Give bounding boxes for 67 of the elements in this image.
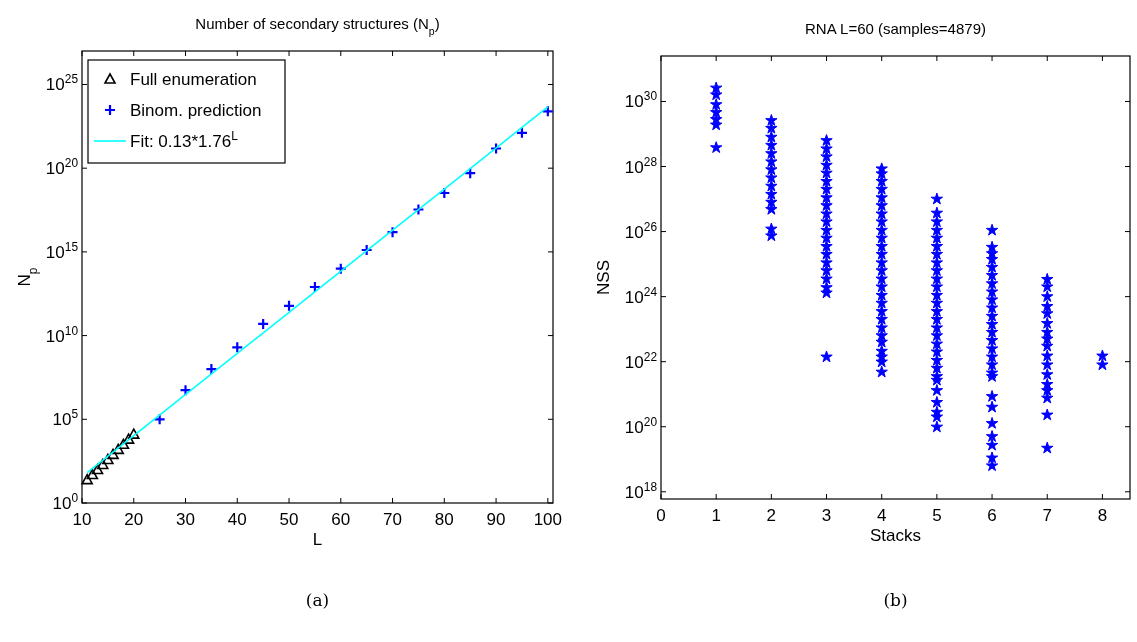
point — [81, 473, 93, 485]
x-tick-label: 50 — [279, 510, 299, 529]
x-tick-label: 30 — [176, 510, 195, 529]
legend-label: Fit: 0.13*1.76$^{L}$ — [130, 129, 239, 151]
point — [334, 262, 347, 275]
x-tick-label: 0 — [656, 506, 666, 525]
y-tick-label: 10$^{24}$ — [624, 284, 658, 307]
x-tick-label: 5 — [932, 506, 942, 525]
x-tick-label: 3 — [821, 506, 832, 525]
x-tick-label: 1 — [711, 506, 721, 525]
point — [107, 448, 119, 460]
point — [438, 186, 451, 200]
point — [91, 463, 104, 475]
x-tick-label: 60 — [331, 510, 351, 529]
point — [360, 243, 373, 257]
point — [541, 105, 554, 118]
point — [515, 126, 529, 139]
y-tick-label: 10$^{0}$ — [52, 491, 79, 513]
point — [117, 438, 130, 450]
chart-title: Number of secondary structures (N$_{p}$) — [195, 15, 440, 37]
x-tick-label: 4 — [876, 506, 887, 525]
y-tick-label: 10$^{10}$ — [45, 323, 79, 346]
point — [122, 433, 135, 444]
x-tick-label: 100 — [533, 510, 563, 529]
point — [205, 362, 218, 376]
y-tick-label: 10$^{30}$ — [624, 89, 658, 112]
point — [464, 167, 477, 180]
point — [282, 299, 296, 312]
y-tick-label: 10$^{25}$ — [45, 72, 79, 95]
y-tick-label: 10$^{20}$ — [45, 156, 79, 179]
point — [112, 443, 125, 455]
x-tick-label: 80 — [434, 510, 454, 529]
point — [179, 384, 192, 397]
x-tick-label: 10 — [72, 510, 92, 529]
point — [386, 226, 399, 239]
x-tick-label: 70 — [383, 510, 403, 529]
y-tick-label: 10$^{18}$ — [624, 479, 658, 502]
legend-label: Full enumeration — [130, 70, 257, 89]
point — [308, 280, 322, 294]
y-tick-label: 10$^{26}$ — [624, 219, 658, 242]
x-tick-label: 20 — [124, 510, 144, 529]
x-tick-label: 90 — [486, 510, 506, 529]
y-tick-label: 10$^{15}$ — [45, 239, 79, 262]
point — [86, 468, 99, 480]
point — [102, 453, 114, 465]
x-tick-label: 7 — [1042, 506, 1052, 525]
legend-label: Binom. prediction — [130, 101, 262, 120]
text: (b) — [883, 590, 908, 610]
chart-title: RNA L=60 (samples=4879) — [805, 20, 986, 37]
x-axis-title: Stacks — [869, 526, 922, 545]
point — [489, 142, 503, 155]
y-tick-label: 10$^{22}$ — [624, 349, 658, 372]
point — [153, 413, 166, 426]
x-tick-label: 8 — [1097, 506, 1108, 525]
x-axis-title: L — [312, 530, 323, 549]
x-tick-label: 40 — [227, 510, 247, 529]
point — [412, 203, 425, 216]
y-tick-label: 10$^{28}$ — [624, 154, 658, 177]
point — [96, 458, 109, 470]
point — [231, 341, 244, 354]
x-tick-label: 2 — [766, 506, 777, 525]
text: (a) — [305, 590, 330, 610]
x-tick-label: 6 — [987, 506, 997, 525]
y-tick-label: 10$^{20}$ — [624, 414, 658, 437]
y-tick-label: 10$^{5}$ — [52, 407, 79, 430]
point — [127, 428, 140, 439]
y-axis-title: NSS — [594, 260, 613, 295]
